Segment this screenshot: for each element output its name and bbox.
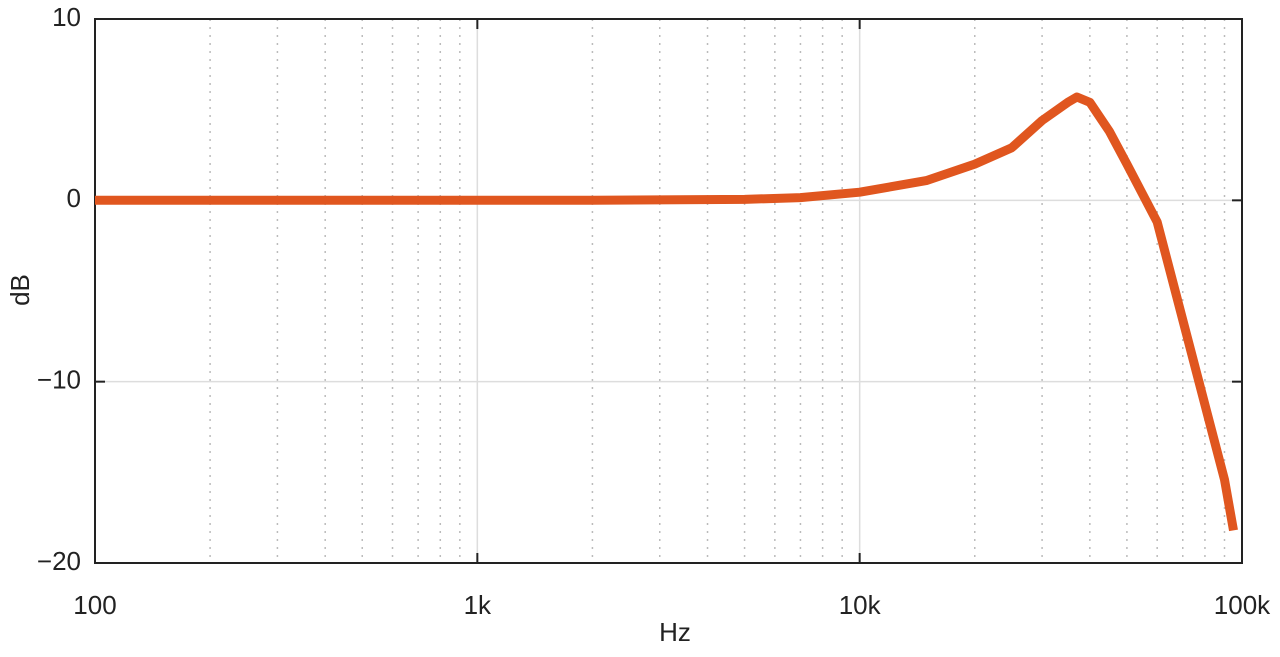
x-tick-label: 1k xyxy=(464,590,492,620)
plot-frame xyxy=(94,18,1243,564)
y-axis-label: dB xyxy=(5,274,35,306)
x-tick-label: 100 xyxy=(73,590,116,620)
x-tick-label: 100k xyxy=(1214,590,1271,620)
y-tick-label: −10 xyxy=(37,365,81,395)
y-tick-label: −20 xyxy=(37,546,81,576)
x-axis-label: Hz xyxy=(659,617,691,647)
line-series xyxy=(95,92,1238,532)
x-tick-label: 10k xyxy=(839,590,882,620)
y-tick-label: 0 xyxy=(67,183,81,213)
y-tick-label: 10 xyxy=(52,2,81,32)
